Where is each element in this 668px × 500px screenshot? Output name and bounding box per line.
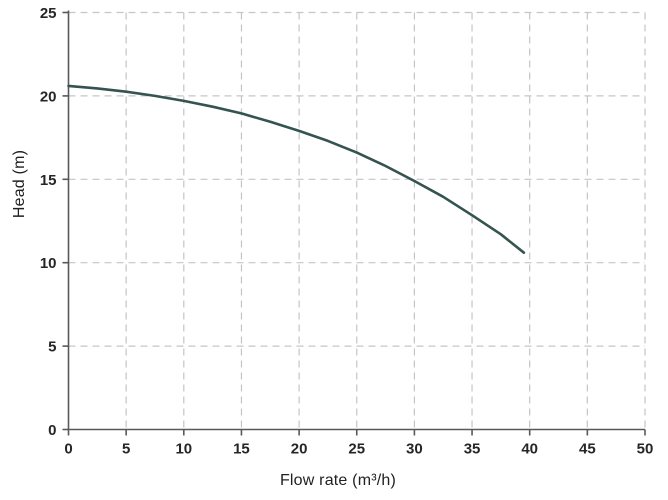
x-tick-label: 5 [122,441,130,458]
y-tick-label: 5 [48,339,56,356]
x-tick-label: 10 [175,441,192,458]
x-tick-label: 30 [406,441,423,458]
y-tick-label: 10 [40,255,57,272]
y-tick-label: 25 [40,5,57,22]
y-axis-title: Head (m) [11,149,28,219]
x-tick-label: 0 [64,441,72,458]
series-pump-head-curve [67,84,526,254]
x-tick-label: 45 [579,441,596,458]
x-tick-label: 20 [291,441,308,458]
y-tick-label: 20 [40,88,57,105]
x-tick-label: 15 [233,441,250,458]
x-tick-label: 25 [348,441,365,458]
x-axis-title: Flow rate (m³/h) [279,472,397,489]
x-tick-label: 50 [637,441,654,458]
x-tick-label: 40 [521,441,538,458]
y-tick-label: 0 [48,422,56,439]
x-tick-label: 35 [464,441,481,458]
y-tick-label: 15 [40,172,57,189]
